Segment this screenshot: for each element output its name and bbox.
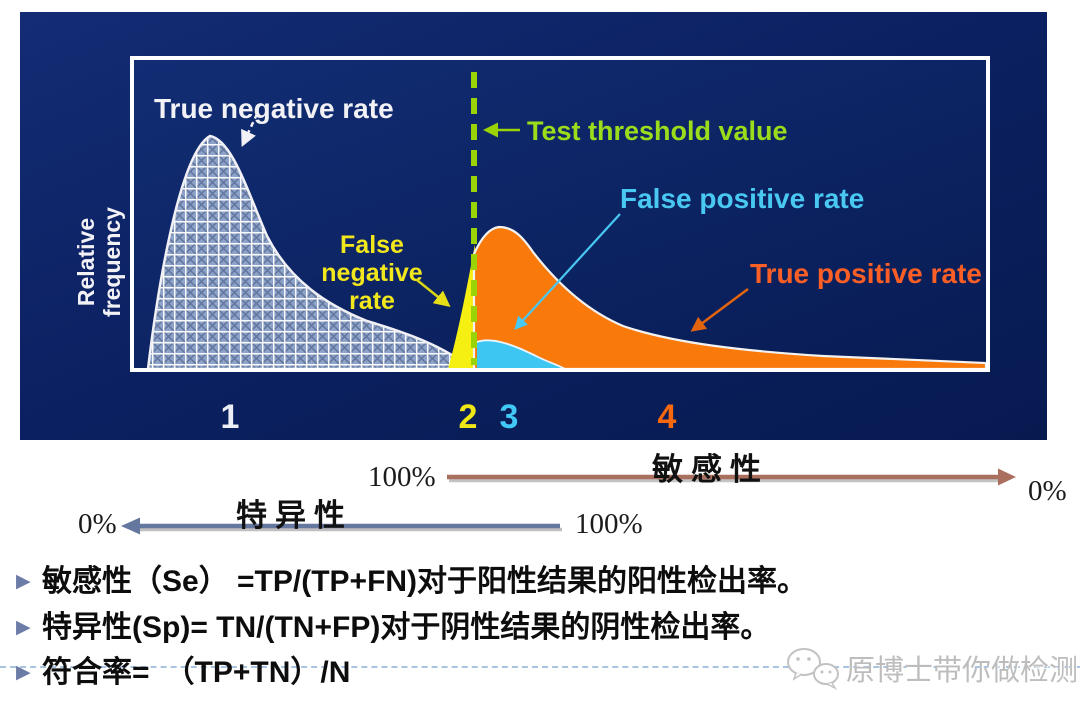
false-negative-label-line3: rate bbox=[349, 287, 395, 315]
specificity-arrowhead bbox=[121, 517, 140, 535]
true-positive-arrow bbox=[690, 287, 749, 332]
bullet-concordance-formula: ▶ 符合率= （TP+TN）/N bbox=[16, 656, 350, 691]
y-axis-label-line1: Relative bbox=[73, 218, 99, 306]
specificity-left-value: 0% bbox=[78, 508, 117, 540]
x-tick-2: 2 bbox=[459, 398, 478, 436]
watermark: 原博士带你做检测 bbox=[784, 645, 1078, 691]
true-positive-label: True positive rate bbox=[750, 258, 982, 289]
concordance-formula-text: 符合率= （TP+TN）/N bbox=[42, 656, 351, 689]
wechat-logo-icon bbox=[787, 648, 839, 690]
sensitivity-label: 敏感性 bbox=[652, 452, 769, 487]
bullet-triangle-icon: ▶ bbox=[16, 571, 31, 592]
bullet-specificity-formula: ▶ 特异性(Sp)= TN/(TN+FP)对于阴性结果的阴性检出率。 bbox=[16, 611, 770, 646]
sensitivity-left-value: 100% bbox=[368, 461, 436, 493]
false-positive-arrow bbox=[514, 213, 621, 330]
bullet-sensitivity-formula: ▶ 敏感性（Se） =TP/(TP+FN)对于阳性结果的阳性检出率。 bbox=[16, 565, 807, 600]
false-positive-region-outline bbox=[476, 339, 566, 370]
false-positive-label: False positive rate bbox=[620, 183, 864, 214]
true-negative-arrow bbox=[241, 113, 259, 147]
x-tick-4: 4 bbox=[658, 398, 677, 436]
true-negative-curve bbox=[146, 134, 476, 371]
false-positive-region bbox=[477, 340, 565, 369]
threshold-label: Test threshold value bbox=[527, 116, 788, 146]
plot-border bbox=[130, 56, 990, 372]
sensitivity-formula-text: 敏感性（Se） =TP/(TP+FN)对于阳性结果的阳性检出率。 bbox=[42, 565, 808, 598]
bullet-triangle-icon: ▶ bbox=[16, 617, 31, 638]
sensitivity-right-value: 0% bbox=[1028, 475, 1067, 507]
watermark-text: 原博士带你做检测 bbox=[846, 655, 1079, 687]
specificity-right-value: 100% bbox=[575, 508, 643, 540]
true-negative-label: True negative rate bbox=[154, 93, 394, 124]
false-negative-label-line2: negative bbox=[321, 259, 423, 287]
false-negative-label-line1: False bbox=[340, 231, 404, 259]
x-tick-3: 3 bbox=[500, 398, 519, 436]
true-positive-curve bbox=[472, 225, 988, 371]
roc-distribution-chart: True negative rate Test threshold value … bbox=[20, 12, 1047, 440]
false-negative-arrow bbox=[416, 279, 451, 308]
x-tick-1: 1 bbox=[221, 398, 240, 436]
dashed-separator-line bbox=[0, 666, 1080, 668]
sensitivity-specificity-axes bbox=[121, 468, 1016, 535]
specificity-formula-text: 特异性(Sp)= TN/(TN+FP)对于阴性结果的阴性检出率。 bbox=[42, 611, 771, 644]
false-negative-region bbox=[448, 244, 475, 369]
sensitivity-arrowhead bbox=[998, 468, 1016, 486]
y-axis-label-line2: frequency bbox=[99, 207, 125, 317]
bullet-triangle-icon: ▶ bbox=[16, 662, 31, 683]
specificity-label: 特异性 bbox=[236, 498, 353, 533]
